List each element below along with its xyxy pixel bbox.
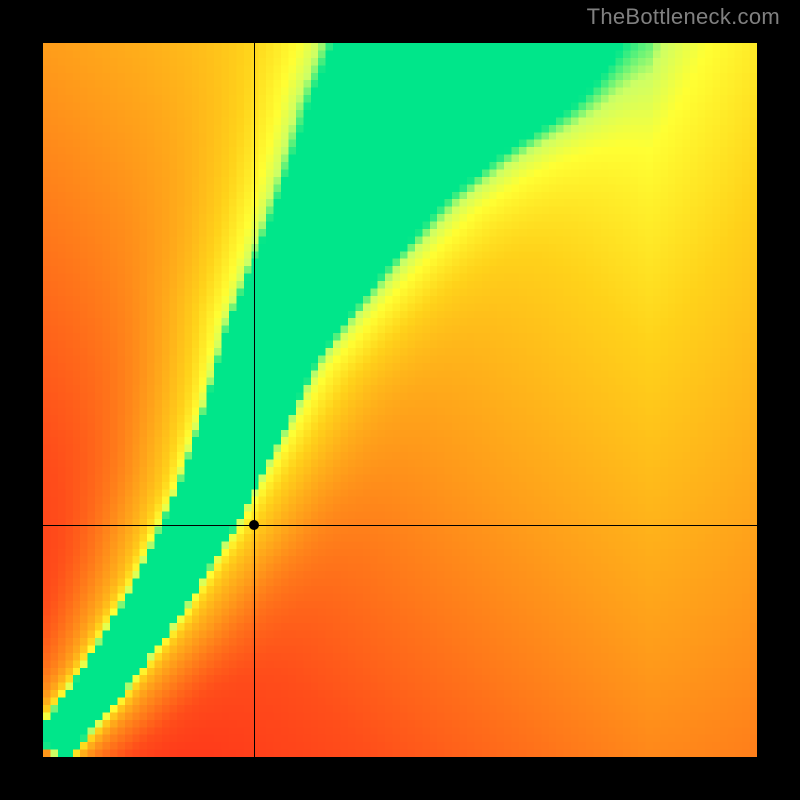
heatmap-canvas — [43, 43, 757, 757]
crosshair-vertical — [254, 43, 255, 757]
heatmap-plot — [43, 43, 757, 757]
crosshair-marker — [249, 520, 259, 530]
crosshair-horizontal — [43, 525, 757, 526]
watermark-text: TheBottleneck.com — [587, 4, 780, 30]
